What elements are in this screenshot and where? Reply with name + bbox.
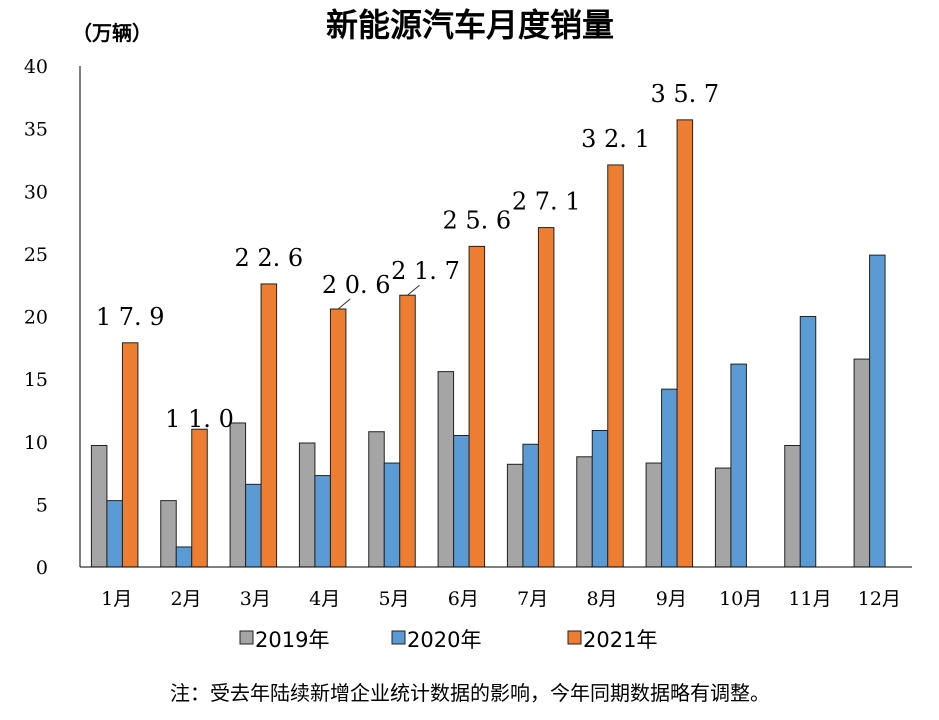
data-label: 1 7. 9 [96,303,165,331]
data-label: 2 1. 7 [391,257,460,285]
x-tick-label: 8月 [586,588,617,610]
bar-2021年-8月 [607,164,624,568]
x-tick-label: 10月 [719,588,762,610]
bar-2020年-5月 [383,462,401,568]
bar-2019年-5月 [368,431,385,568]
bar-2020年-8月 [591,429,609,568]
bar-2019年-10月 [714,467,732,568]
legend-label: 2019年 [255,628,329,652]
x-tick-label: 7月 [517,588,548,610]
x-tick-label: 12月 [858,588,901,610]
bar-2020年-6月 [453,434,470,568]
bar-2020年-3月 [245,483,262,568]
data-label: 2 7. 1 [512,188,581,216]
x-tick-label: 3月 [240,588,271,610]
bar-2020年-11月 [799,316,817,568]
x-tick-label: 6月 [448,588,479,610]
leader-line [337,298,351,310]
bar-2021年-9月 [676,119,694,568]
y-tick-label: 30 [24,181,48,203]
bar-2020年-4月 [314,475,331,568]
bar-2021年-5月 [399,294,416,568]
bar-2021年-6月 [468,245,486,568]
legend-swatch [567,630,582,645]
y-tick-label: 5 [36,494,48,516]
x-tick-label: 5月 [378,588,409,610]
bar-2019年-3月 [229,422,247,568]
bar-2019年-11月 [784,445,801,568]
legend-swatch [239,630,254,645]
x-tick-label: 11月 [788,588,831,610]
legend-item: 2020年 [391,628,481,652]
y-tick-label: 10 [24,432,48,454]
y-tick-label: 15 [24,369,48,391]
y-tick-label: 25 [24,244,48,266]
bar-2019年-9月 [645,462,663,568]
bar-2021年-3月 [260,283,278,568]
bar-2020年-7月 [522,443,539,568]
bar-2019年-2月 [160,500,177,568]
x-tick-label: 4月 [309,588,340,610]
data-label: 1 1. 0 [165,405,234,433]
bar-2020年-12月 [869,254,886,568]
legend-label: 2021年 [583,628,657,652]
bar-2019年-8月 [576,456,593,568]
data-label: 2 2. 6 [234,244,303,272]
bar-2019年-12月 [853,358,871,568]
legend-swatch [391,630,406,645]
bar-2021年-2月 [191,428,208,568]
data-label: 3 5. 7 [650,80,719,108]
footnote: 注：受去年陆续新增企业统计数据的影响，今年同期数据略有调整。 [170,681,770,705]
legend-item: 2019年 [239,628,329,652]
bar-2019年-7月 [506,463,524,568]
bar-2019年-4月 [298,442,316,568]
bar-2019年-1月 [90,445,108,568]
legend-item: 2021年 [567,628,657,652]
bar-2019年-6月 [437,371,455,568]
bar-2020年-10月 [730,363,747,568]
x-tick-label: 2月 [170,588,201,610]
x-tick-label: 1月 [101,588,132,610]
chart-title: 新能源汽车月度销量 [326,6,614,44]
bar-2020年-2月 [175,546,193,568]
y-tick-label: 35 [24,119,48,141]
y-tick-label: 20 [24,307,48,329]
bar-2021年-7月 [537,227,555,568]
y-tick-label: 40 [24,56,48,78]
data-label: 2 5. 6 [442,206,511,234]
bar-2020年-9月 [661,388,678,568]
unit-label: （万辆） [72,21,152,45]
bar-2021年-4月 [329,308,347,568]
bar-2021年-1月 [121,342,139,568]
legend-label: 2020年 [407,628,481,652]
bar-2020年-1月 [106,500,123,568]
leader-line [407,284,420,296]
data-label: 3 2. 1 [581,125,650,153]
y-tick-label: 0 [36,557,48,579]
data-label: 2 0. 6 [322,271,391,299]
x-tick-label: 9月 [656,588,687,610]
